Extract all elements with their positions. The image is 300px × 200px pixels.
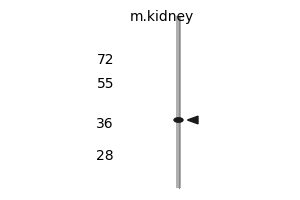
Polygon shape (188, 116, 198, 124)
Bar (176, 16, 181, 188)
Text: 28: 28 (96, 149, 114, 163)
Ellipse shape (174, 118, 183, 122)
Text: m.kidney: m.kidney (130, 10, 194, 24)
Text: 36: 36 (96, 117, 114, 131)
Text: 72: 72 (97, 53, 114, 67)
Text: 55: 55 (97, 77, 114, 91)
